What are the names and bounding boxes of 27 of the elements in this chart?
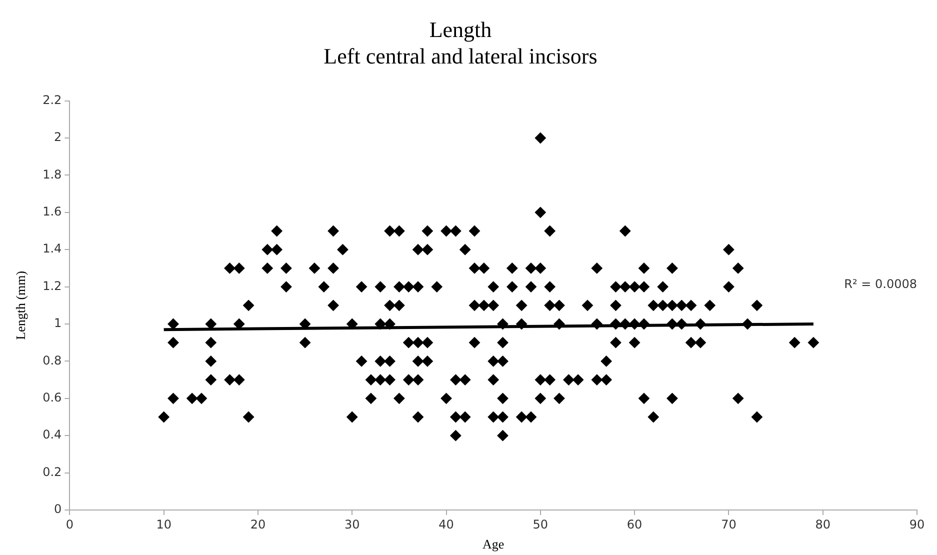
x-tick-label: 30	[344, 517, 360, 532]
x-tick-label: 80	[815, 517, 830, 532]
y-axis-title: Length (mm)	[13, 270, 28, 340]
y-tick-label: 0.8	[42, 353, 62, 368]
y-tick-label: 0	[54, 502, 62, 516]
y-tick-label: 0.2	[42, 464, 62, 479]
chart-title: Length	[429, 16, 492, 42]
x-tick-label: 70	[721, 517, 736, 532]
x-axis-title: Age	[482, 536, 504, 552]
x-tick-label: 20	[250, 517, 266, 532]
y-tick-label: 1.2	[42, 278, 62, 293]
x-tick-label: 60	[626, 517, 642, 532]
chart-subtitle: Left central and lateral incisors	[324, 43, 598, 68]
y-tick-label: 1.6	[42, 204, 62, 219]
x-tick-label: 0	[66, 517, 74, 532]
x-tick-label: 10	[156, 517, 172, 532]
annotation: R² = 0.0008	[844, 277, 917, 292]
y-tick-label: 0.4	[42, 428, 62, 442]
y-tick-label: 2.2	[42, 92, 62, 107]
y-tick-label: 1	[54, 316, 62, 330]
y-tick-label: 2	[54, 130, 62, 144]
y-tick-label: 1.8	[42, 167, 62, 182]
y-tick-label: 0.6	[42, 390, 62, 405]
y-tick-label: 1.4	[42, 242, 62, 256]
x-tick-label: 90	[909, 517, 925, 532]
x-tick-label: 40	[438, 517, 454, 532]
x-tick-label: 50	[532, 517, 548, 532]
